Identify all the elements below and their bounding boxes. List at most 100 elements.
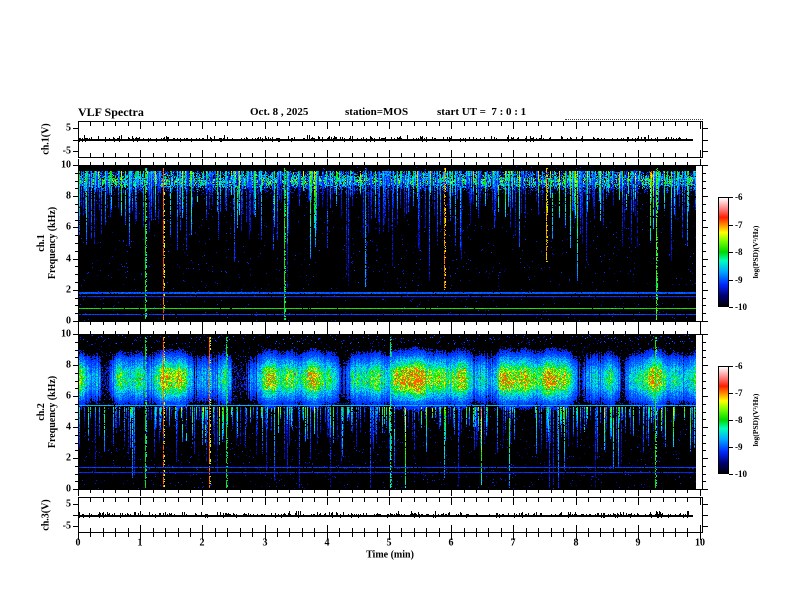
axis-tick xyxy=(663,490,664,493)
ch2-frequency-axis-label: ch.2 Frequency (kHz) xyxy=(36,376,58,448)
voltage-tick-label: 5 xyxy=(66,122,71,134)
axis-tick xyxy=(703,481,706,482)
axis-tick xyxy=(576,322,577,328)
axis-tick xyxy=(227,533,228,537)
axis-tick xyxy=(153,533,154,537)
axis-tick xyxy=(277,533,278,537)
time-tick-label: 10 xyxy=(695,537,705,549)
axis-tick xyxy=(703,204,706,205)
axis-tick xyxy=(703,235,706,236)
axis-tick xyxy=(401,322,402,325)
axis-tick xyxy=(538,490,539,493)
ch1-voltage-axis-label: ch.1(V) xyxy=(40,123,52,155)
axis-tick xyxy=(563,533,564,537)
axis-tick xyxy=(178,533,179,537)
colorbar-tick-label: -8 xyxy=(735,415,743,425)
axis-tick xyxy=(675,322,676,325)
axis-tick xyxy=(439,533,440,537)
axis-tick xyxy=(464,533,465,537)
colorbar-tick-label: -10 xyxy=(735,302,747,312)
axis-tick xyxy=(729,420,733,421)
page-title: VLF Spectra xyxy=(78,105,144,119)
axis-tick xyxy=(703,373,706,374)
axis-tick xyxy=(302,490,303,493)
axis-tick xyxy=(78,490,79,496)
axis-tick xyxy=(327,322,328,328)
axis-tick xyxy=(588,490,589,493)
axis-tick xyxy=(215,322,216,325)
axis-tick xyxy=(314,533,315,537)
axis-tick xyxy=(703,526,708,527)
axis-tick xyxy=(551,533,552,537)
axis-tick xyxy=(703,412,706,413)
axis-tick xyxy=(78,322,79,328)
voltage-tick-label: -5 xyxy=(62,145,71,157)
time-tick-label: 3 xyxy=(262,537,268,549)
ch1-colorbar-unit-label: log(PSD)(V²/Hz) xyxy=(750,225,760,279)
axis-tick xyxy=(638,322,639,328)
axis-tick xyxy=(252,322,253,325)
axis-tick xyxy=(501,490,502,493)
axis-tick xyxy=(240,322,241,325)
axis-tick xyxy=(703,321,708,322)
axis-tick xyxy=(551,322,552,325)
axis-tick xyxy=(703,165,708,166)
axis-tick xyxy=(178,490,179,493)
colorbar-tick-label: -6 xyxy=(735,361,743,371)
axis-tick xyxy=(551,490,552,493)
ch3-voltage-axis-label: ch.3(V) xyxy=(40,499,52,531)
axis-tick xyxy=(165,322,166,325)
axis-tick xyxy=(439,490,440,493)
ch2-label: ch.2 xyxy=(36,403,47,421)
axis-tick xyxy=(703,435,706,436)
axis-tick xyxy=(687,322,688,325)
axis-tick xyxy=(352,533,353,537)
colorbar-tick-label: -8 xyxy=(735,247,743,257)
ch3-voltage-waveform xyxy=(79,498,702,532)
axis-tick xyxy=(277,322,278,325)
axis-tick xyxy=(703,266,706,267)
axis-tick xyxy=(451,490,452,496)
axis-tick xyxy=(703,220,706,221)
axis-tick xyxy=(687,490,688,493)
axis-tick xyxy=(563,322,564,325)
axis-tick xyxy=(439,322,440,325)
axis-tick xyxy=(451,322,452,328)
ch1-frequency-unit-label: Frequency (kHz) xyxy=(47,206,58,280)
axis-tick xyxy=(240,533,241,537)
axis-tick xyxy=(625,322,626,325)
axis-tick xyxy=(377,322,378,325)
axis-tick xyxy=(513,533,514,540)
axis-tick xyxy=(227,322,228,325)
axis-tick xyxy=(389,490,390,496)
axis-tick xyxy=(588,533,589,537)
axis-tick xyxy=(613,533,614,537)
date-label: Oct. 8 , 2025 xyxy=(250,106,309,118)
axis-tick xyxy=(538,533,539,537)
axis-tick xyxy=(165,533,166,537)
axis-tick xyxy=(729,197,733,198)
axis-tick xyxy=(663,533,664,537)
frequency-tick-label: 4 xyxy=(66,253,71,265)
axis-tick xyxy=(128,533,129,537)
axis-tick xyxy=(703,427,708,428)
axis-tick xyxy=(625,490,626,493)
axis-tick xyxy=(501,322,502,325)
axis-tick xyxy=(252,490,253,493)
axis-tick xyxy=(302,322,303,325)
axis-tick xyxy=(153,322,154,325)
axis-tick xyxy=(650,322,651,325)
axis-tick xyxy=(703,173,706,174)
axis-tick xyxy=(352,490,353,493)
colorbar-tick-label: -9 xyxy=(735,442,743,452)
axis-tick xyxy=(703,388,706,389)
axis-tick xyxy=(563,490,564,493)
axis-tick xyxy=(729,307,733,308)
axis-tick xyxy=(703,196,708,197)
axis-tick xyxy=(128,322,129,325)
axis-tick xyxy=(202,533,203,540)
axis-tick xyxy=(703,243,706,244)
colorbar-tick-label: -7 xyxy=(735,220,743,230)
axis-tick xyxy=(700,533,701,540)
axis-tick xyxy=(140,490,141,496)
